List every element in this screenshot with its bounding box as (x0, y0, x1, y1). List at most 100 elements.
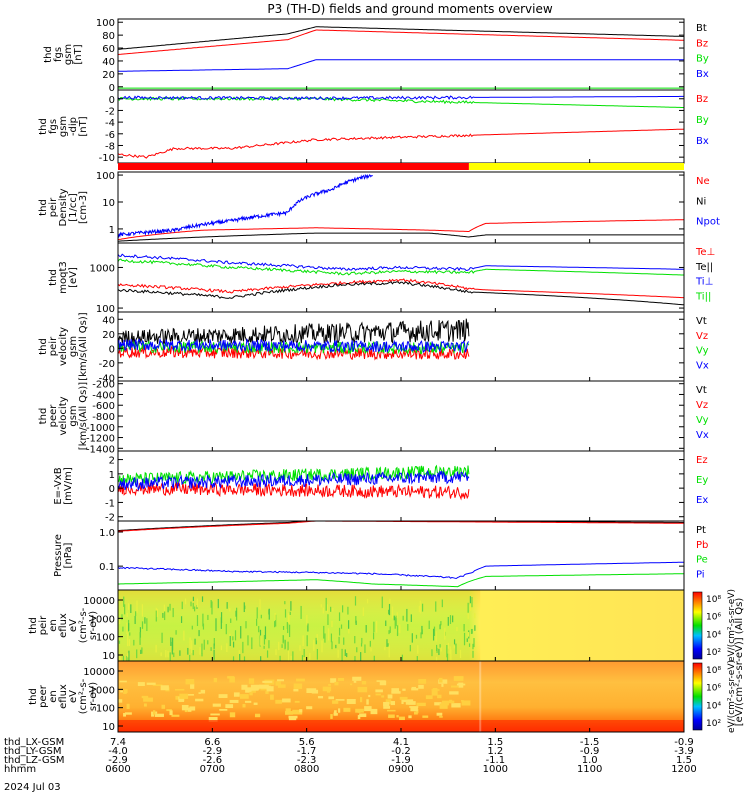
series-line-Vx (117, 337, 470, 354)
panel-frame (117, 242, 685, 313)
legend-Te: Te|| (695, 262, 713, 273)
spectrogram-speck (198, 630, 200, 637)
legend-By: By (696, 54, 709, 65)
spectrogram-speck (396, 715, 399, 718)
spectrogram-speck (317, 696, 324, 699)
spectrogram-speck (343, 707, 351, 712)
series-line-Pi (117, 561, 685, 580)
spectrogram-speck (164, 611, 166, 621)
spectrogram-speck (119, 656, 121, 665)
spectrogram-speck (248, 678, 255, 684)
legend-Vz: Vz (696, 400, 708, 411)
y-tick-label: 2 (109, 456, 115, 467)
spectrogram-speck (277, 684, 286, 688)
legend-Ex: Ex (696, 495, 708, 506)
spectrogram-speck (401, 699, 404, 705)
spectrogram-speck (143, 703, 147, 707)
y-axis-label: thd (38, 408, 49, 425)
spectrogram-speck (235, 610, 237, 617)
spectrogram-speck (120, 690, 124, 693)
spectrogram-speck (306, 688, 317, 693)
spectrogram-speck (347, 606, 349, 615)
spectrogram-speck (368, 694, 371, 698)
footer-value: 1.0 (582, 755, 598, 766)
spectrogram-speck (346, 698, 352, 704)
spectrogram-speck (456, 683, 466, 686)
panel-frame (117, 18, 685, 91)
y-tick-label: -200 (92, 380, 115, 391)
spectrogram-speck (328, 696, 335, 700)
spectrogram-speck (258, 684, 269, 689)
spectrogram-speck (172, 637, 174, 651)
spectrogram-speck (229, 712, 236, 718)
spectrogram-speck (467, 602, 469, 614)
spectrogram-speck (361, 681, 367, 685)
spectrogram-speck (192, 650, 194, 656)
spectrogram-speck (300, 605, 302, 619)
y-axis-label: [eV] (68, 267, 79, 288)
spectrogram-speck (357, 686, 368, 693)
spectrogram-speck (350, 683, 353, 686)
spectrogram-speck (388, 714, 395, 718)
spectrogram-speck (286, 622, 288, 630)
y-tick-label: 0 (109, 484, 115, 495)
y-tick-label: 20 (102, 70, 115, 81)
spectrogram-speck (141, 621, 144, 629)
spectrogram-speck (217, 598, 219, 609)
spectrogram-speck (449, 615, 452, 624)
spectrogram-speck (268, 640, 270, 649)
spectrogram-speck (208, 716, 218, 722)
y-axis-label: thd (28, 688, 39, 705)
spectrogram-speck (201, 643, 203, 655)
spectrogram-speck (123, 692, 127, 694)
spectrogram-speck (355, 708, 364, 713)
spectrogram-speck (287, 641, 289, 651)
spectrogram-speck (288, 624, 291, 638)
spectrogram-speck (364, 706, 372, 712)
spectrogram-speck (256, 607, 258, 619)
y-axis-label: gsm (68, 405, 79, 426)
spectrogram-speck (201, 596, 204, 602)
series-line-Te (117, 278, 685, 299)
series-line-Vt (117, 318, 470, 346)
spectrogram-speck (240, 626, 242, 639)
spectrogram-speck (403, 699, 414, 703)
spectrogram-speck (256, 618, 258, 626)
spectrogram-speck (471, 596, 473, 608)
spectrogram-speck (446, 653, 449, 662)
spectrogram-speck (139, 632, 141, 645)
panel-frame (117, 171, 685, 244)
spectrogram-speck (249, 691, 253, 696)
spectrogram-speck (337, 677, 345, 681)
spectrogram-speck (341, 605, 344, 613)
y-tick-label: 100 (96, 304, 115, 315)
spectrogram-speck (449, 691, 459, 695)
spectrogram-speck (293, 683, 303, 689)
spectrogram-speck (183, 630, 185, 641)
spectrogram-speck (441, 683, 444, 687)
colorbar-tick: 10⁸ (706, 666, 721, 676)
spectrogram-speck (250, 684, 260, 690)
quality-bar-yellow (468, 163, 684, 170)
spectrogram-speck (180, 616, 183, 623)
y-axis-label: [nT] (73, 44, 84, 64)
footer-value: -1.5 (580, 737, 600, 748)
spectrogram-speck (160, 652, 162, 657)
spectrogram-speck (124, 712, 132, 715)
spectrogram-speck (118, 640, 121, 644)
spectrogram-speck (385, 620, 387, 626)
spectrogram-speck (122, 626, 124, 632)
y-axis-label: [nT] (78, 116, 89, 136)
spectrogram-speck (181, 601, 183, 610)
spectrogram-speck (451, 703, 461, 708)
spectrogram-speck (299, 709, 303, 713)
spectrogram-speck (346, 653, 348, 658)
spectrogram-speck (355, 616, 357, 624)
spectrogram-speck (170, 637, 172, 646)
spectrogram-speck (229, 677, 235, 683)
spectrogram-speck (146, 682, 156, 685)
spectrogram-speck (151, 711, 155, 717)
time-tick-label: 0800 (294, 764, 319, 775)
y-axis-label: E=-VxB (53, 467, 64, 504)
spectrogram-speck (444, 627, 446, 640)
